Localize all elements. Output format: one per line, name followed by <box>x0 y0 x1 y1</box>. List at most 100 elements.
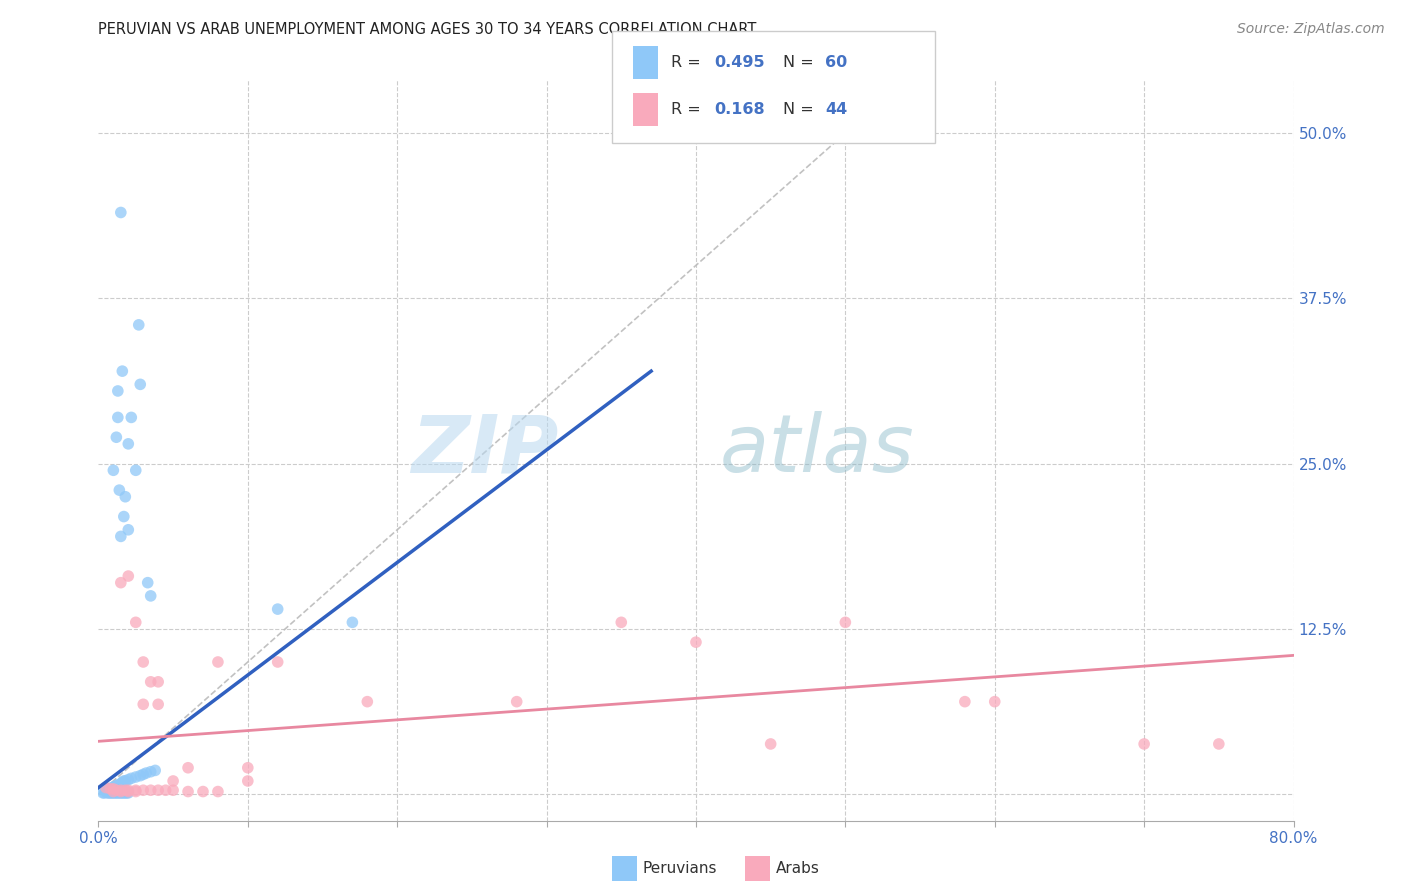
Point <box>111 775 134 789</box>
Text: atlas: atlas <box>720 411 915 490</box>
Point <box>125 463 148 477</box>
Point <box>610 615 633 630</box>
Point <box>96 786 118 800</box>
Point <box>103 784 125 798</box>
Point <box>129 377 152 392</box>
Point <box>148 783 170 797</box>
Point <box>132 698 155 712</box>
Point <box>148 674 170 689</box>
Point <box>984 695 1007 709</box>
Point <box>107 786 129 800</box>
Point <box>267 655 290 669</box>
Point <box>110 529 132 543</box>
Point <box>110 786 132 800</box>
Text: 0.495: 0.495 <box>714 54 765 70</box>
Point <box>125 615 148 630</box>
Point <box>117 786 139 800</box>
Point <box>207 655 229 669</box>
Point <box>148 698 170 712</box>
Point <box>110 205 132 219</box>
Point <box>114 774 136 789</box>
Point <box>107 410 129 425</box>
Point <box>132 783 155 797</box>
Point <box>128 318 150 332</box>
Point <box>101 786 124 800</box>
Text: 44: 44 <box>825 102 848 117</box>
Point <box>91 786 114 800</box>
Point <box>104 786 127 800</box>
Text: 0.168: 0.168 <box>714 102 765 117</box>
Point <box>94 784 117 798</box>
Point <box>155 783 177 797</box>
Point <box>114 490 136 504</box>
Point <box>100 786 122 800</box>
Point <box>105 783 128 797</box>
Point <box>125 784 148 798</box>
Point <box>117 437 139 451</box>
Point <box>97 781 120 796</box>
Point <box>108 778 131 792</box>
Point <box>953 695 976 709</box>
Point <box>114 783 136 797</box>
Point <box>96 783 118 797</box>
Text: Source: ZipAtlas.com: Source: ZipAtlas.com <box>1237 22 1385 37</box>
Point <box>112 509 135 524</box>
Text: Arabs: Arabs <box>776 862 820 876</box>
Point <box>94 780 117 795</box>
Point <box>107 384 129 398</box>
Point <box>105 786 128 800</box>
Point <box>236 774 259 789</box>
Point <box>506 695 529 709</box>
Point <box>120 410 142 425</box>
Point <box>267 602 290 616</box>
Point <box>111 786 134 800</box>
Point <box>1208 737 1230 751</box>
Point <box>93 786 115 800</box>
Point <box>117 523 139 537</box>
Point <box>162 783 184 797</box>
Point <box>129 769 152 783</box>
Point <box>110 575 132 590</box>
Point <box>1133 737 1156 751</box>
Point <box>132 655 155 669</box>
Point <box>117 569 139 583</box>
Point <box>139 764 162 779</box>
Point <box>177 761 200 775</box>
Point <box>139 783 162 797</box>
Point <box>685 635 707 649</box>
Point <box>759 737 782 751</box>
Point <box>356 695 378 709</box>
Point <box>107 778 129 792</box>
Text: R =: R = <box>671 54 706 70</box>
Point <box>108 483 131 497</box>
Point <box>103 780 125 795</box>
Point <box>108 786 131 800</box>
Point <box>139 674 162 689</box>
Point <box>112 786 135 800</box>
Point <box>117 772 139 787</box>
Point <box>105 430 128 444</box>
Point <box>177 784 200 798</box>
Point <box>120 772 142 786</box>
Point <box>105 779 128 793</box>
Text: ZIP: ZIP <box>411 411 558 490</box>
Point <box>114 786 136 800</box>
Text: N =: N = <box>783 102 820 117</box>
Point <box>104 779 127 793</box>
Point <box>236 761 259 775</box>
Point <box>136 575 159 590</box>
Text: 60: 60 <box>825 54 848 70</box>
Point <box>103 786 125 800</box>
Point <box>117 784 139 798</box>
Point <box>97 786 120 800</box>
Point <box>139 589 162 603</box>
Point <box>100 781 122 796</box>
Point <box>110 776 132 791</box>
Point <box>132 767 155 781</box>
Point <box>117 783 139 797</box>
Text: N =: N = <box>783 54 820 70</box>
Point <box>125 783 148 797</box>
Point <box>110 783 132 797</box>
Point <box>143 764 166 778</box>
Point <box>112 774 135 789</box>
